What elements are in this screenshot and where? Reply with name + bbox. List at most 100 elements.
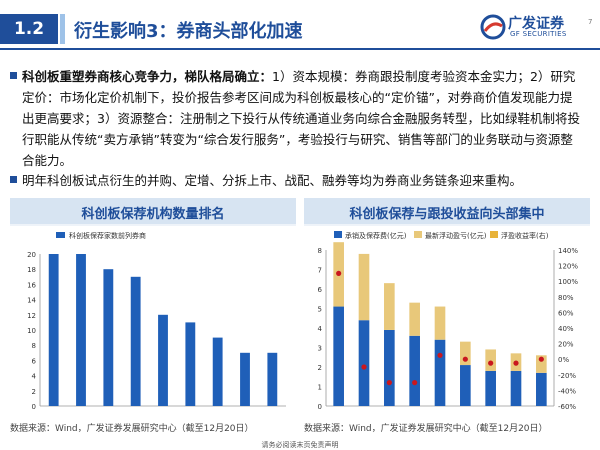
gf-logo-icon (480, 14, 506, 40)
return-rate-dot (437, 352, 443, 358)
chart-panel-right: 科创板保荐与跟投收益向头部集中 0 1 2 3 4 5 6 7 8 -60% -40% -20% 0% 2… (304, 198, 590, 418)
y-tick-label: 12 (27, 312, 36, 320)
logo-english-text: GF SECURITIES (510, 30, 567, 38)
data-source-right: 数据来源：Wind，广发证券发展研究中心（截至12月20日） (304, 424, 548, 434)
y-tick-label: 1 (318, 384, 322, 392)
y-tick-label: 0 (318, 403, 322, 411)
bar-underwriting-fee (536, 372, 547, 406)
chart-title: 科创板保荐机构数量排名 (81, 207, 225, 222)
bar-chart: 0 2 4 6 8 10 12 14 16 18 20 科创板保荐家数前列券商 (27, 231, 286, 411)
bar (130, 276, 141, 406)
plot-area: 0 1 2 3 4 5 6 7 8 -60% -40% -20% 0% 20% 40% 60% 80% 100% 1… (304, 226, 590, 418)
bar-underwriting-fee (485, 370, 496, 406)
bullet-marker (10, 72, 17, 79)
y-tick-label: 2 (32, 388, 36, 396)
bar-underwriting-fee (434, 339, 446, 406)
return-rate-dot (361, 364, 367, 370)
return-rate-dot (412, 380, 418, 386)
return-rate-dot (462, 356, 468, 362)
bar-underwriting-fee (460, 365, 471, 406)
bar (240, 352, 250, 406)
bar-floating-pnl (536, 355, 547, 373)
y-tick-label: 16 (27, 281, 36, 289)
legend-label: 科创板保荐家数前列券商 (69, 231, 146, 240)
y2-tick-label: 140% (558, 247, 578, 255)
legend-label: 最新浮动盈亏(亿元) (425, 231, 487, 240)
bar (48, 254, 59, 406)
y2-tick-label: -20% (558, 372, 576, 380)
bullet-lead: 科创板重塑券商核心竞争力，梯队格局确立： (22, 69, 273, 84)
y-tick-label: 10 (27, 327, 36, 335)
bar (212, 337, 223, 406)
return-rate-dot (336, 270, 342, 276)
logo-chinese-text: 广发证券 (508, 16, 564, 32)
bar (267, 352, 278, 406)
y-tick-label: 0 (32, 403, 36, 411)
company-logo: 广发证券 GF SECURITIES (480, 12, 580, 42)
page-title: 衍生影响3：券商头部化加速 (74, 21, 303, 42)
bar-underwriting-fee (510, 370, 522, 406)
y-tick-label: 2 (318, 364, 322, 372)
bar-underwriting-fee (358, 320, 370, 406)
y-tick-label: 7 (318, 267, 322, 275)
bar-underwriting-fee (409, 335, 420, 406)
chart-header: 科创板保荐机构数量排名 (10, 198, 296, 224)
y2-tick-label: 60% (558, 309, 574, 317)
legend-swatch (334, 231, 342, 238)
y2-tick-label: -40% (558, 387, 576, 395)
bar-floating-pnl (384, 283, 395, 330)
y2-tick-label: 40% (558, 325, 574, 333)
bullet-text: 1）资本规模：券商跟投制度考验资本金实力；2）研究定价：市场化定价机制下，投价报… (22, 69, 580, 168)
y2-tick-label: 20% (558, 341, 574, 349)
y-tick-label: 8 (32, 342, 36, 350)
bar (76, 254, 86, 406)
bar (185, 322, 196, 406)
plot-area: 0 2 4 6 8 10 12 14 16 18 20 科创板保荐家数前列券商 (10, 226, 296, 418)
bar (103, 269, 114, 406)
y-tick-label: 14 (27, 297, 36, 305)
y-tick-label: 5 (318, 306, 322, 314)
y2-tick-label: -60% (558, 403, 576, 411)
return-rate-dot (386, 380, 392, 386)
chart-title: 科创板保荐与跟投收益向头部集中 (349, 207, 545, 222)
y-tick-label: 4 (318, 325, 323, 333)
y2-tick-label: 0% (558, 356, 569, 364)
footer-disclaimer: 请务必阅读末页免责声明 (261, 441, 339, 449)
bar-floating-pnl (485, 349, 496, 371)
section-badge: 1.2 (0, 14, 58, 44)
page-number: 7 (588, 18, 593, 26)
y-tick-label: 6 (318, 286, 323, 294)
return-rate-dot (488, 360, 494, 366)
bar-floating-pnl (358, 253, 370, 321)
y-tick-label: 8 (318, 247, 322, 255)
bullet-text: 明年科创板试点衍生的并购、定增、分拆上市、战配、融券等均为券商业务链条迎来重构。 (22, 173, 523, 188)
bullet-point: 科创板重塑券商核心竞争力，梯队格局确立：1）资本规模：券商跟投制度考验资本金实力… (10, 66, 582, 171)
legend-label: 浮盈收益率(右) (501, 231, 549, 240)
legend-swatch (414, 231, 422, 238)
bullet-marker (10, 176, 17, 183)
header-divider (0, 48, 600, 50)
bar-underwriting-fee (384, 329, 395, 406)
legend-swatch (490, 231, 498, 238)
title-accent-bar (60, 14, 65, 44)
bar-floating-pnl (409, 302, 420, 336)
y-tick-label: 4 (32, 373, 37, 381)
y2-tick-label: 120% (558, 263, 578, 271)
chart-header: 科创板保荐与跟投收益向头部集中 (304, 198, 590, 224)
legend-label: 承销及保荐费(亿元) (345, 231, 407, 240)
stacked-bar-chart: 0 1 2 3 4 5 6 7 8 -60% -40% -20% 0% 20% 40% 60% 80% 100% 1… (318, 231, 578, 411)
return-rate-dot (513, 360, 519, 366)
y-tick-label: 3 (318, 345, 322, 353)
bar (158, 314, 168, 406)
bar-underwriting-fee (333, 306, 344, 406)
y2-tick-label: 80% (558, 294, 574, 302)
bar-floating-pnl (434, 306, 446, 340)
data-source-left: 数据来源：Wind，广发证券发展研究中心（截至12月20日） (10, 424, 254, 434)
return-rate-dot (538, 356, 544, 362)
y2-tick-label: 100% (558, 278, 578, 286)
y-tick-label: 6 (32, 357, 37, 365)
y-tick-label: 20 (27, 251, 36, 259)
legend-swatch (56, 232, 65, 238)
bullet-point: 明年科创板试点衍生的并购、定增、分拆上市、战配、融券等均为券商业务链条迎来重构。 (10, 170, 582, 191)
chart-panel-left: 科创板保荐机构数量排名 0 2 4 6 8 10 12 14 16 18 20 科创板保荐家数前列券商 (10, 198, 296, 418)
